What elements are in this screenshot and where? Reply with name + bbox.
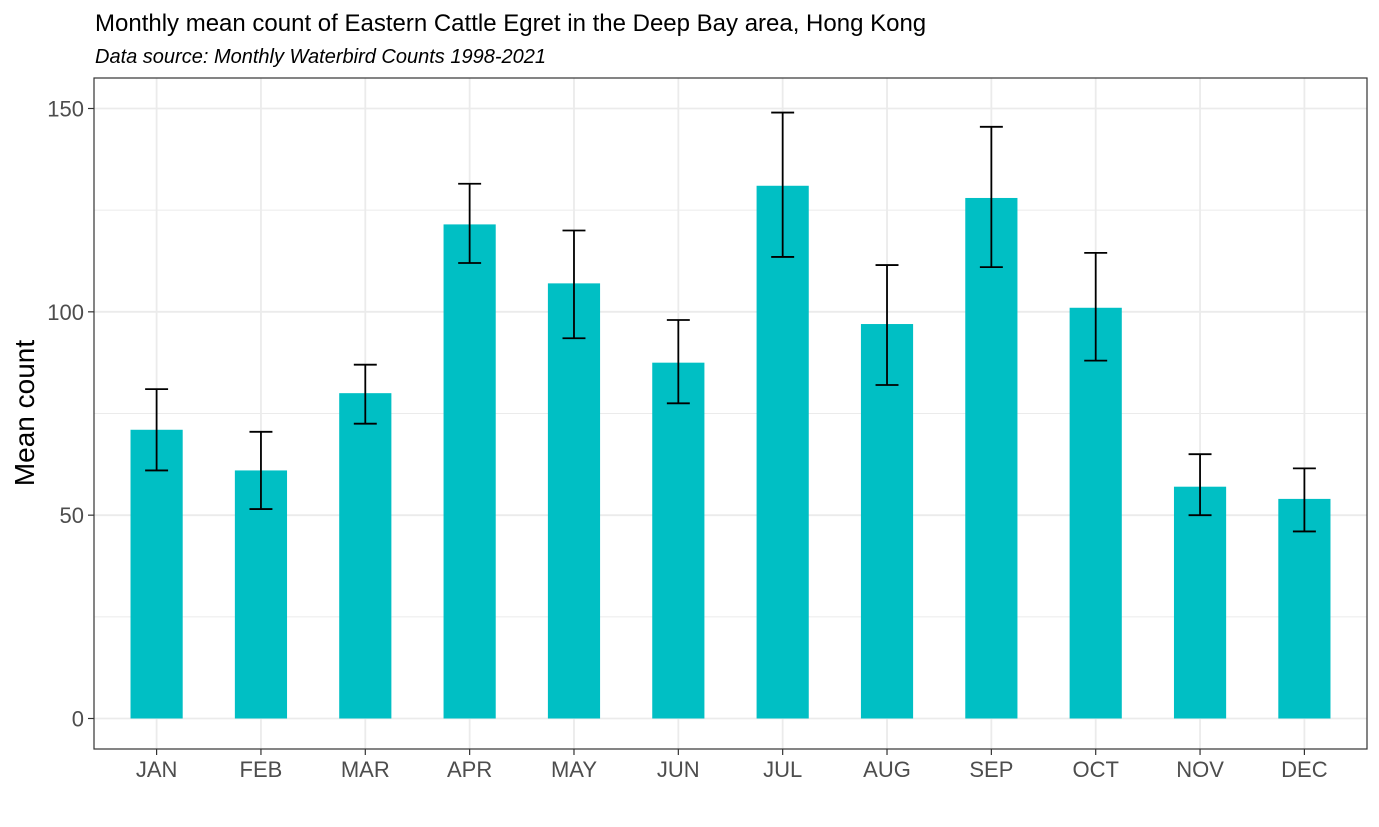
x-tick-label: JAN [136, 757, 178, 782]
bar-dec [1278, 498, 1331, 719]
errorbar-mar [353, 363, 377, 425]
x-tick-label: FEB [240, 757, 283, 782]
y-tick-label: 50 [60, 503, 84, 528]
errorbar-nov [1188, 453, 1212, 517]
x-tick-label: APR [447, 757, 492, 782]
bar-jun [652, 362, 705, 719]
y-tick-label: 0 [72, 707, 84, 732]
x-tick-label: JUN [657, 757, 700, 782]
bar-jan [130, 429, 183, 719]
errorbar-apr [458, 182, 482, 264]
errorbar-layer [145, 111, 1316, 533]
bar-feb [234, 470, 288, 719]
errorbar-may [562, 229, 586, 340]
errorbar-jul [771, 111, 795, 258]
x-tick-label: DEC [1281, 757, 1328, 782]
bar-may [547, 283, 601, 719]
errorbar-aug [875, 264, 899, 386]
errorbar-jun [666, 319, 690, 405]
y-axis-title: Mean count [9, 340, 40, 487]
bar-oct [1069, 307, 1122, 719]
x-tick-label: AUG [863, 757, 911, 782]
errorbar-jan [145, 388, 169, 472]
y-tick-label: 150 [47, 97, 84, 122]
bar-apr [443, 224, 496, 719]
x-tick-label: SEP [969, 757, 1013, 782]
x-tick-label: MAR [341, 757, 390, 782]
axis-layer: 0 50 100 150 JAN FEB MAR APR MAY JUN JUL AUG SEP OCT N… [47, 97, 1327, 783]
bar-nov [1173, 486, 1227, 719]
x-tick-label: OCT [1072, 757, 1118, 782]
bar-layer [130, 185, 1331, 719]
bar-jul [756, 185, 809, 719]
bar-mar [339, 393, 392, 719]
chart-title: Monthly mean count of Eastern Cattle Egr… [95, 10, 926, 37]
errorbar-feb [249, 430, 273, 510]
x-tick-label: NOV [1176, 757, 1224, 782]
errorbar-oct [1084, 251, 1108, 362]
x-tick-label: JUL [763, 757, 802, 782]
chart-subtitle: Data source: Monthly Waterbird Counts 19… [95, 46, 546, 68]
errorbar-dec [1292, 467, 1316, 533]
x-tick-label: MAY [551, 757, 597, 782]
bar-aug [860, 324, 914, 719]
bar-sep [965, 197, 1018, 719]
panel-border [93, 77, 1368, 750]
y-tick-label: 100 [47, 300, 84, 325]
errorbar-sep [979, 125, 1003, 269]
